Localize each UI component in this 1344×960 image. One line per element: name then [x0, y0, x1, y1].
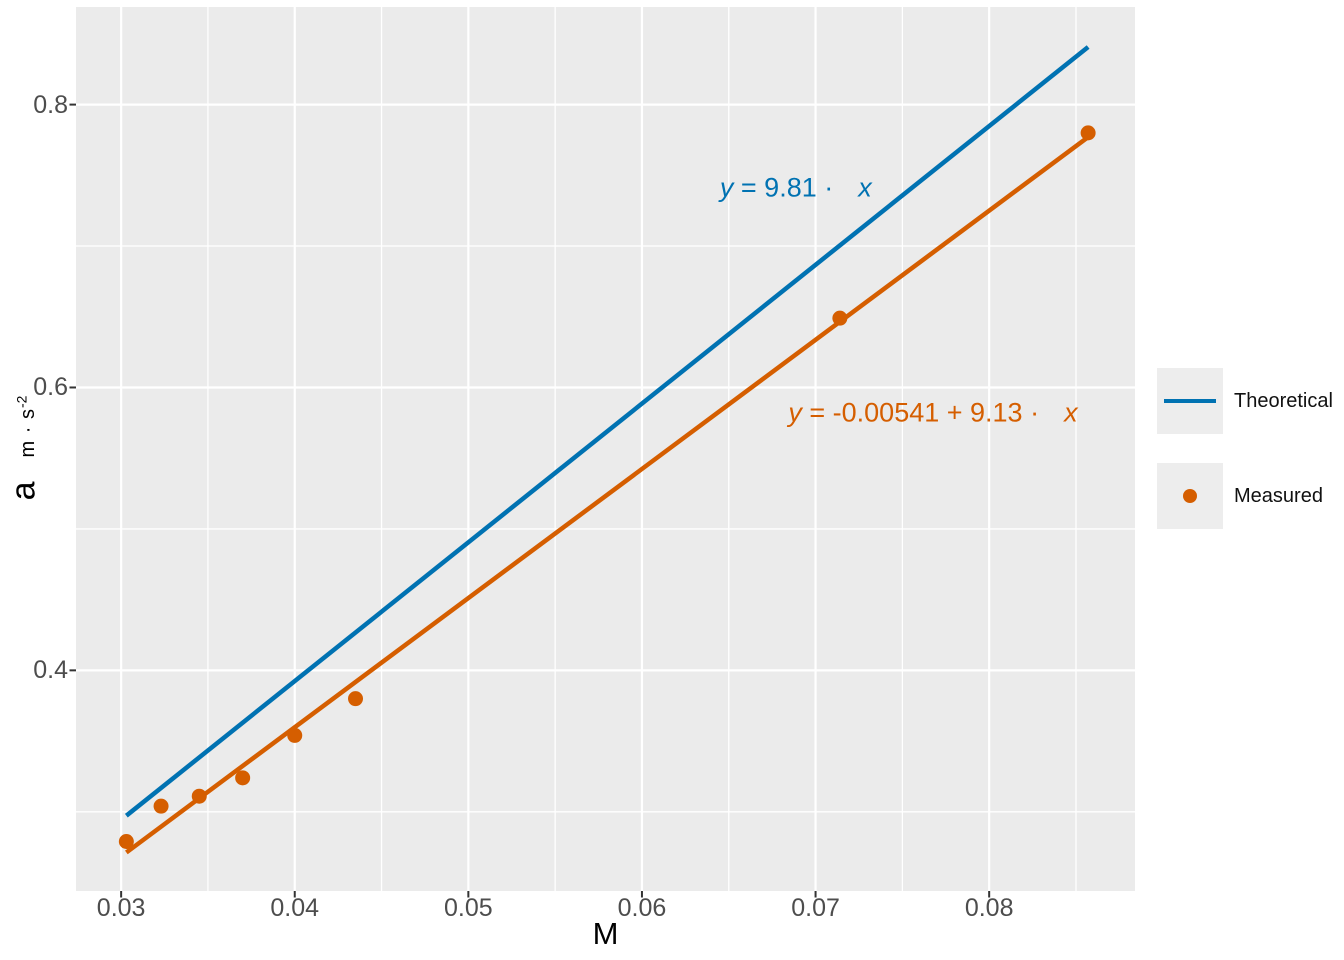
measured-fit-line [125, 135, 1090, 855]
y-tick-label: 0.6 [33, 373, 68, 402]
x-tick-label: 0.08 [964, 894, 1014, 922]
measured-point-swatch [1183, 489, 1197, 503]
equation-body: = 9.81 · [733, 172, 841, 203]
x-tick-label: 0.06 [617, 894, 667, 922]
legend-label-measured: Measured [1234, 484, 1323, 507]
panel-background [76, 7, 1135, 891]
legend-key-theoretical [1157, 368, 1223, 434]
x-tick-label: 0.05 [444, 894, 493, 922]
x-axis-title: M [592, 916, 619, 951]
equation-rhs: x [1056, 397, 1078, 428]
theoretical-line-swatch [1164, 399, 1216, 403]
measured-data-point [118, 833, 134, 849]
x-tick-label: 0.04 [270, 894, 320, 922]
measured-data-point [287, 727, 303, 743]
legend-item-measured: Measured [1157, 463, 1333, 529]
measured-data-point [348, 691, 364, 707]
measured-data-point [153, 798, 169, 814]
equation-lhs: y [719, 172, 734, 203]
y-axis-unit-base: m · s [17, 408, 40, 458]
x-tick-label: 0.07 [791, 894, 840, 922]
measured-data-point [191, 788, 207, 804]
y-axis-title: a m · s-2 [5, 396, 44, 501]
legend-item-theoretical: Theoretical [1157, 368, 1333, 434]
measured-data-point [1080, 125, 1096, 141]
theoretical-equation-label: y = 9.81 · x [690, 142, 872, 235]
legend: Theoretical Measured [1157, 368, 1333, 529]
y-tick-label: 0.4 [33, 656, 68, 685]
equation-body: = -0.00541 + 9.13 · [801, 397, 1047, 428]
equation-lhs: y [788, 397, 802, 428]
y-axis-unit: m · s-2 [14, 396, 41, 458]
y-axis-symbol: a [4, 481, 43, 501]
x-tick-label: 0.03 [96, 894, 146, 922]
equation-rhs: x [850, 172, 872, 203]
legend-key-measured [1157, 463, 1223, 529]
fit-equation-label: y = -0.00541 + 9.13 · x [758, 366, 1077, 459]
y-tick-label: 0.8 [33, 90, 68, 119]
legend-label-theoretical: Theoretical [1234, 389, 1333, 412]
measured-data-point [235, 770, 251, 786]
measured-data-point [832, 310, 848, 326]
theoretical-line [124, 45, 1090, 818]
